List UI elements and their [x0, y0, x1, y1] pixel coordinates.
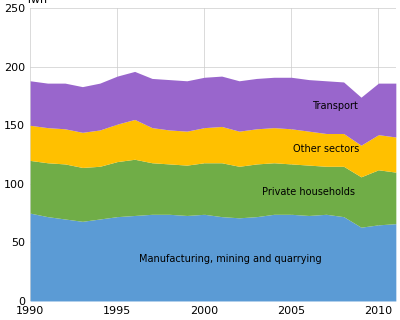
Text: Transport: Transport [312, 101, 358, 111]
Text: Private households: Private households [262, 187, 355, 197]
Text: Twh: Twh [26, 0, 47, 5]
Text: Other sectors: Other sectors [293, 144, 359, 154]
Text: Manufacturing, mining and quarrying: Manufacturing, mining and quarrying [139, 254, 322, 264]
